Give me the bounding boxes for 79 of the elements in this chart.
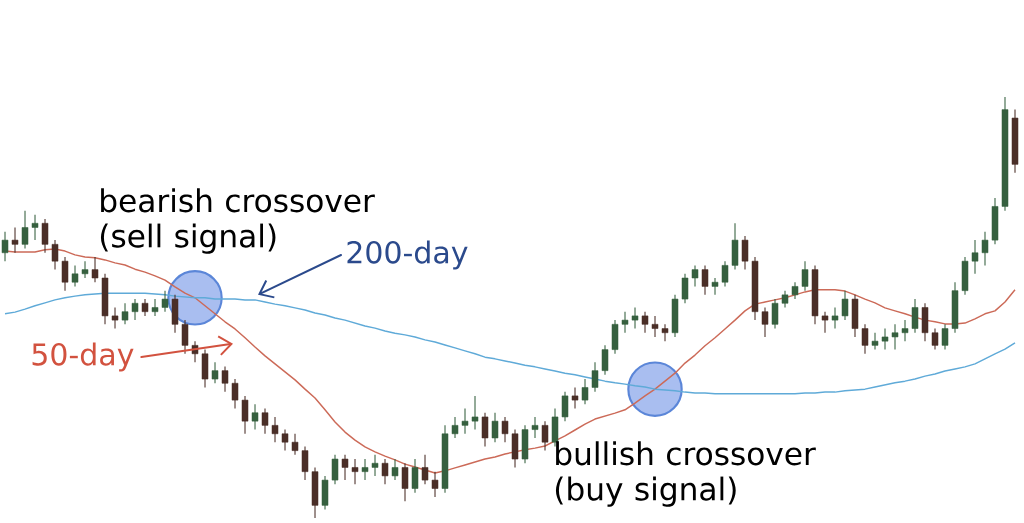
candlestick	[761, 306, 769, 338]
candlestick	[421, 454, 429, 485]
candlestick	[971, 239, 979, 275]
candlestick	[31, 214, 39, 241]
candlestick	[451, 416, 459, 439]
candlestick	[271, 416, 279, 443]
candlestick	[71, 264, 79, 287]
candlestick	[571, 386, 579, 410]
candlestick	[181, 319, 189, 355]
candlestick	[541, 420, 549, 452]
candlestick	[351, 458, 359, 485]
candlestick	[61, 256, 69, 292]
candlestick	[211, 361, 219, 384]
candlestick	[861, 323, 869, 355]
candlestick	[471, 395, 479, 431]
candlestick	[681, 273, 689, 304]
candlestick	[331, 454, 339, 485]
candlestick	[651, 315, 659, 338]
candlestick	[771, 298, 779, 330]
candlestick	[641, 311, 649, 334]
candlestick	[1, 231, 9, 262]
candlestick	[491, 412, 499, 443]
candlestick	[721, 260, 729, 287]
candlestick	[131, 298, 139, 321]
candlestick	[251, 403, 259, 431]
candlestick	[531, 416, 539, 439]
candlestick	[881, 327, 889, 351]
candlestick	[941, 323, 949, 351]
candlestick	[11, 226, 19, 254]
candlestick	[361, 458, 369, 481]
candlestick	[231, 378, 239, 410]
candlestick	[121, 302, 129, 325]
candlestick	[291, 433, 299, 456]
candlestick	[391, 458, 399, 481]
candlestick	[621, 311, 629, 334]
candlestick	[401, 462, 409, 502]
candlestick	[831, 306, 839, 330]
candlestick	[691, 264, 699, 287]
candlestick	[161, 290, 169, 313]
candlestick	[341, 454, 349, 481]
candlestick	[841, 290, 849, 321]
candlestick	[901, 319, 909, 342]
candlestick	[281, 429, 289, 452]
candlestick	[821, 311, 829, 334]
candlestick	[891, 323, 899, 351]
candlestick	[81, 260, 89, 279]
candlestick	[461, 407, 469, 435]
candlestick	[591, 361, 599, 393]
candlestick	[151, 298, 159, 317]
candlestick	[911, 298, 919, 334]
candlestick	[661, 323, 669, 342]
candlestick	[501, 416, 509, 443]
candlestick	[381, 458, 389, 485]
candlestick	[301, 445, 309, 481]
candlestick	[701, 264, 709, 296]
candlestick	[411, 458, 419, 494]
candlestick	[21, 210, 29, 250]
candlestick	[241, 395, 249, 435]
candlestick	[261, 407, 269, 435]
text: 50-day	[32, 342, 134, 372]
candlestick	[431, 471, 439, 498]
candlestick	[41, 218, 49, 254]
candlestick	[871, 332, 879, 351]
candlestick	[741, 235, 749, 271]
candlestick	[601, 344, 609, 376]
annotation: bullish crossover (buy signal)	[555, 441, 816, 507]
candlestick	[931, 327, 939, 351]
candlestick	[91, 256, 99, 283]
candlestick	[561, 391, 569, 422]
candlestick	[581, 378, 589, 405]
candlestick	[631, 306, 639, 330]
candlestick	[221, 365, 229, 393]
candlestick	[711, 277, 719, 296]
candlestick	[111, 306, 119, 330]
candlestick	[371, 454, 379, 477]
candlestick	[51, 239, 59, 271]
candlestick	[801, 260, 809, 292]
candlestick	[981, 231, 989, 266]
candlestick	[481, 412, 489, 447]
